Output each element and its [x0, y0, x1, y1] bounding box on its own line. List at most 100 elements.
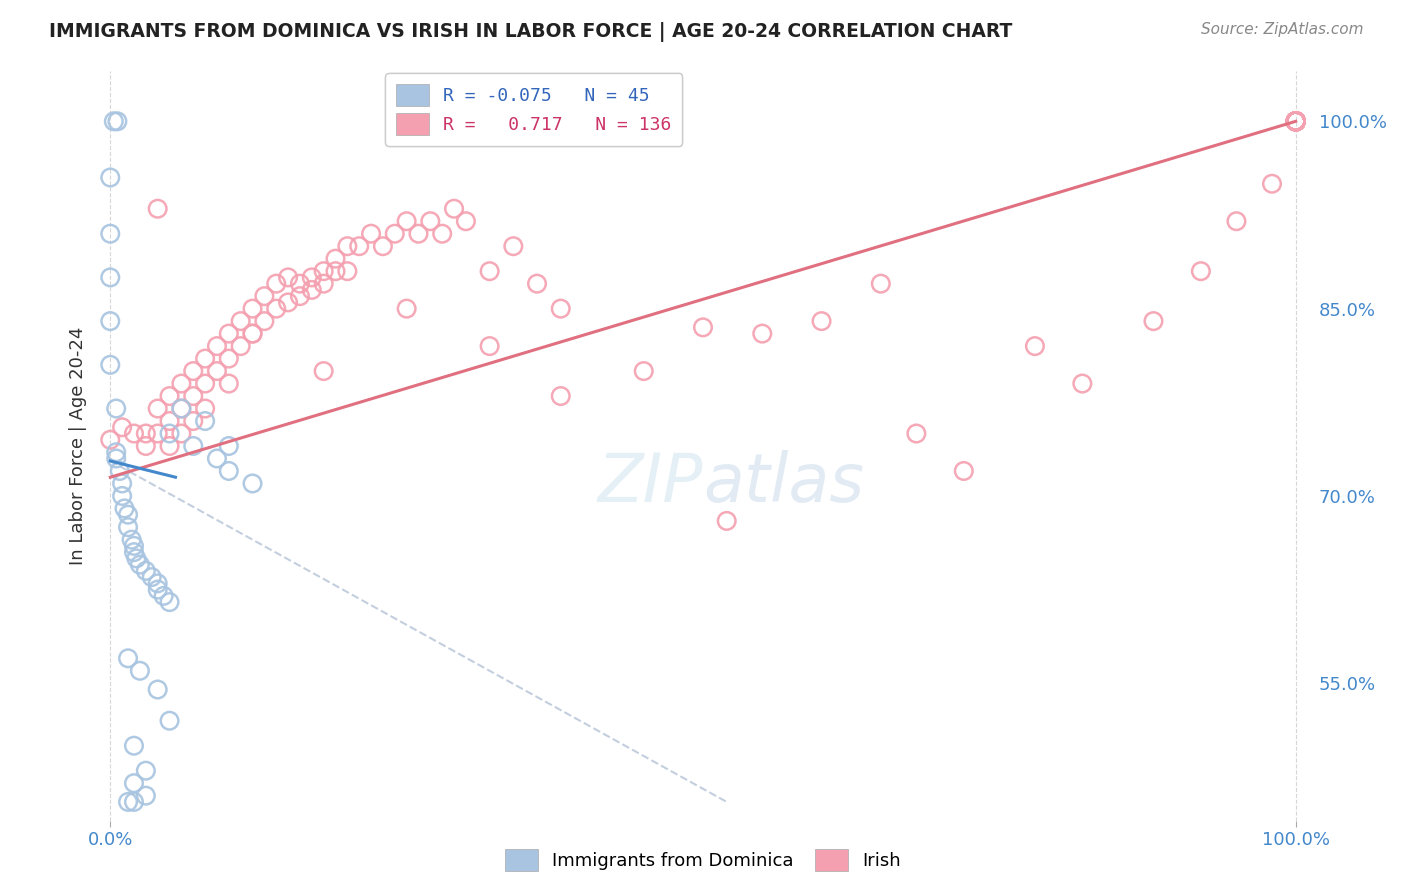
Point: [170, 376, 193, 391]
Point: [478, 339, 501, 353]
Point: [1285, 114, 1308, 128]
Point: [1285, 114, 1308, 128]
Point: [170, 401, 193, 416]
Point: [1285, 114, 1308, 128]
Point: [117, 795, 139, 809]
Point: [117, 508, 139, 522]
Legend: R = -0.075   N = 45, R =   0.717   N = 136: R = -0.075 N = 45, R = 0.717 N = 136: [385, 73, 682, 145]
Point: [111, 489, 134, 503]
Point: [1285, 114, 1308, 128]
Point: [550, 389, 572, 403]
Point: [312, 264, 335, 278]
Point: [633, 364, 655, 378]
Point: [242, 326, 264, 341]
Point: [371, 239, 394, 253]
Point: [159, 439, 181, 453]
Point: [111, 420, 134, 434]
Point: [1285, 114, 1308, 128]
Text: atlas: atlas: [703, 450, 865, 516]
Point: [135, 564, 157, 578]
Point: [1285, 114, 1308, 128]
Point: [1285, 114, 1308, 128]
Point: [105, 114, 128, 128]
Point: [146, 576, 169, 591]
Point: [1285, 114, 1308, 128]
Point: [194, 351, 217, 366]
Point: [1285, 114, 1308, 128]
Point: [1285, 114, 1308, 128]
Point: [325, 252, 347, 266]
Point: [1285, 114, 1308, 128]
Point: [1285, 114, 1308, 128]
Point: [181, 439, 204, 453]
Point: [1285, 114, 1308, 128]
Point: [194, 414, 217, 428]
Point: [194, 376, 217, 391]
Text: IMMIGRANTS FROM DOMINICA VS IRISH IN LABOR FORCE | AGE 20-24 CORRELATION CHART: IMMIGRANTS FROM DOMINICA VS IRISH IN LAB…: [49, 22, 1012, 42]
Point: [146, 401, 169, 416]
Point: [98, 170, 121, 185]
Point: [1285, 114, 1308, 128]
Point: [1285, 114, 1308, 128]
Point: [360, 227, 382, 241]
Point: [277, 270, 299, 285]
Point: [181, 389, 204, 403]
Point: [264, 277, 287, 291]
Point: [301, 283, 323, 297]
Point: [253, 289, 276, 303]
Point: [1285, 114, 1308, 128]
Point: [1285, 114, 1308, 128]
Point: [218, 464, 240, 478]
Point: [1285, 114, 1308, 128]
Point: [111, 476, 134, 491]
Point: [1285, 114, 1308, 128]
Point: [1285, 114, 1308, 128]
Point: [312, 364, 335, 378]
Point: [432, 227, 454, 241]
Point: [336, 239, 359, 253]
Point: [242, 301, 264, 316]
Point: [1285, 114, 1308, 128]
Point: [205, 451, 228, 466]
Point: [312, 277, 335, 291]
Point: [1285, 114, 1308, 128]
Point: [129, 664, 152, 678]
Point: [1285, 114, 1308, 128]
Point: [869, 277, 891, 291]
Point: [1189, 264, 1212, 278]
Point: [264, 301, 287, 316]
Point: [1225, 214, 1247, 228]
Point: [1285, 114, 1308, 128]
Point: [242, 476, 264, 491]
Point: [1285, 114, 1308, 128]
Point: [141, 570, 163, 584]
Point: [1285, 114, 1308, 128]
Point: [1285, 114, 1308, 128]
Point: [1285, 114, 1308, 128]
Point: [218, 376, 240, 391]
Point: [1285, 114, 1308, 128]
Point: [105, 445, 128, 459]
Point: [454, 214, 477, 228]
Point: [1285, 114, 1308, 128]
Point: [1285, 114, 1308, 128]
Point: [98, 433, 121, 447]
Point: [301, 270, 323, 285]
Point: [170, 426, 193, 441]
Point: [1285, 114, 1308, 128]
Point: [159, 714, 181, 728]
Point: [159, 389, 181, 403]
Text: Source: ZipAtlas.com: Source: ZipAtlas.com: [1201, 22, 1364, 37]
Point: [125, 551, 148, 566]
Point: [105, 451, 128, 466]
Point: [478, 264, 501, 278]
Text: ZIP: ZIP: [598, 450, 703, 516]
Point: [1285, 114, 1308, 128]
Point: [1285, 114, 1308, 128]
Point: [122, 545, 145, 559]
Point: [384, 227, 406, 241]
Point: [135, 789, 157, 803]
Point: [1285, 114, 1308, 128]
Point: [229, 314, 252, 328]
Point: [1285, 114, 1308, 128]
